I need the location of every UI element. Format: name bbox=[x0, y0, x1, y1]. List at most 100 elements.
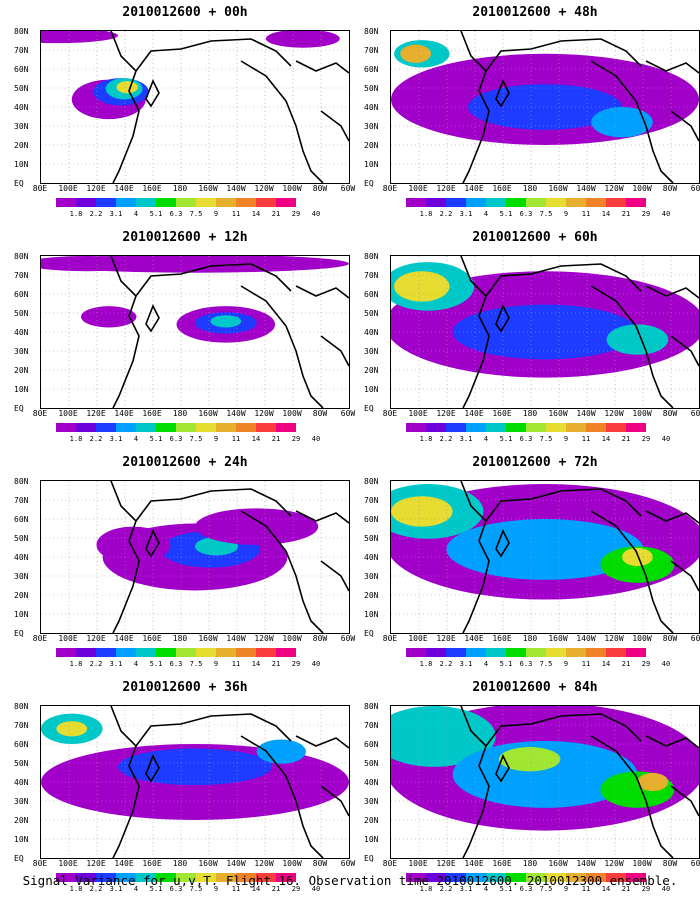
y-tick-label: EQ bbox=[364, 629, 374, 638]
colorbar-tick-label: 21 bbox=[271, 210, 281, 218]
x-tick-label: 180 bbox=[522, 184, 538, 193]
colorbar-swatch bbox=[486, 423, 506, 432]
coastline bbox=[460, 31, 490, 183]
y-tick-label: 40N bbox=[14, 103, 29, 112]
colorbar-tick-label: 40 bbox=[661, 660, 671, 668]
colorbar-swatch bbox=[236, 423, 256, 432]
colorbar-tick-label: 5.1 bbox=[499, 435, 513, 443]
x-tick-label: 60W bbox=[690, 634, 700, 643]
x-tick-label: 80W bbox=[662, 634, 678, 643]
x-tick-label: 180 bbox=[522, 409, 538, 418]
colorbar-tick-label: 3.1 bbox=[459, 885, 473, 893]
map-plot-area bbox=[40, 255, 350, 409]
colorbar-tick-label: 29 bbox=[641, 435, 651, 443]
colorbar-tick-label: 1.8 bbox=[69, 885, 83, 893]
colorbar-labels: 1.8 2.2 3.1 4 5.1 6.3 7.5 9 11 14 21 29 40 bbox=[56, 885, 321, 895]
coastline bbox=[295, 285, 349, 299]
variance-contour bbox=[265, 31, 340, 48]
panel-title: 2010012600 + 72h bbox=[472, 455, 598, 470]
x-tick-label: 120E bbox=[86, 409, 106, 418]
colorbar-swatch bbox=[646, 198, 666, 207]
x-tick-label: 100E bbox=[408, 184, 428, 193]
colorbar-tick-label: 3.1 bbox=[109, 210, 123, 218]
colorbar-swatch bbox=[606, 873, 626, 882]
colorbar bbox=[56, 648, 316, 657]
colorbar-tick-label: 2.2 bbox=[89, 435, 103, 443]
coastline bbox=[495, 754, 510, 783]
colorbar-tick-label: 40 bbox=[311, 660, 321, 668]
colorbar-tick-label: 3.1 bbox=[109, 435, 123, 443]
colorbar bbox=[406, 198, 666, 207]
colorbar-tick-label: 14 bbox=[601, 885, 611, 893]
colorbar-labels: 1.8 2.2 3.1 4 5.1 6.3 7.5 9 11 14 21 29 40 bbox=[406, 885, 671, 895]
variance-contour bbox=[96, 526, 171, 564]
x-tick-label: 140W bbox=[226, 184, 246, 193]
colorbar-tick-label: 14 bbox=[601, 435, 611, 443]
variance-contour bbox=[256, 739, 306, 764]
coastline bbox=[110, 256, 140, 408]
colorbar-labels: 1.8 2.2 3.1 4 5.1 6.3 7.5 9 11 14 21 29 40 bbox=[56, 210, 321, 220]
colorbar-tick-label: 6.3 bbox=[519, 885, 533, 893]
y-tick-label: EQ bbox=[14, 854, 24, 863]
colorbar bbox=[406, 873, 666, 882]
colorbar-swatch bbox=[196, 648, 216, 657]
colorbar-tick-label: 11 bbox=[231, 885, 241, 893]
x-tick-label: 120W bbox=[604, 409, 624, 418]
colorbar-tick-label: 14 bbox=[251, 210, 261, 218]
y-tick-label: 50N bbox=[364, 84, 379, 93]
colorbar bbox=[56, 198, 316, 207]
panel-title: 2010012600 + 00h bbox=[122, 5, 248, 20]
colorbar-swatch bbox=[136, 423, 156, 432]
x-tick-label: 140W bbox=[576, 409, 596, 418]
coastline bbox=[320, 335, 349, 367]
colorbar-tick-label: 1.8 bbox=[419, 660, 433, 668]
colorbar-swatch bbox=[466, 648, 486, 657]
x-tick-label: 160W bbox=[198, 409, 218, 418]
variance-contour bbox=[391, 496, 453, 527]
x-tick-label: 100W bbox=[632, 184, 652, 193]
colorbar-swatch bbox=[406, 423, 426, 432]
colorbar-tick-label: 14 bbox=[251, 435, 261, 443]
y-tick-label: EQ bbox=[364, 854, 374, 863]
colorbar-swatch bbox=[156, 423, 176, 432]
colorbar-tick-label: 5.1 bbox=[499, 885, 513, 893]
colorbar-tick-label: 9 bbox=[563, 210, 569, 218]
map-plot-area bbox=[40, 30, 350, 184]
colorbar-tick-label: 7.5 bbox=[539, 885, 553, 893]
colorbar-swatch bbox=[626, 423, 646, 432]
x-tick-label: 120E bbox=[86, 859, 106, 868]
colorbar-tick-label: 7.5 bbox=[539, 435, 553, 443]
x-tick-label: 180 bbox=[172, 409, 188, 418]
colorbar-tick-label: 7.5 bbox=[539, 210, 553, 218]
y-tick-label: 30N bbox=[14, 347, 29, 356]
coastline bbox=[645, 60, 699, 74]
colorbar-swatch bbox=[256, 198, 276, 207]
colorbar-tick-label: 6.3 bbox=[519, 210, 533, 218]
x-tick-label: 160E bbox=[492, 859, 512, 868]
x-tick-label: 160E bbox=[142, 184, 162, 193]
x-tick-label: 80E bbox=[32, 634, 48, 643]
y-tick-label: 40N bbox=[364, 103, 379, 112]
x-tick-label: 80W bbox=[312, 634, 328, 643]
heatmap-svg bbox=[391, 481, 699, 633]
coastline bbox=[110, 481, 140, 633]
y-tick-label: 60N bbox=[14, 515, 29, 524]
y-tick-label: 80N bbox=[14, 477, 29, 486]
y-tick-label: 40N bbox=[364, 778, 379, 787]
x-tick-label: 100E bbox=[58, 859, 78, 868]
y-tick-label: EQ bbox=[364, 179, 374, 188]
heatmap-svg bbox=[391, 31, 699, 183]
colorbar-swatch bbox=[566, 423, 586, 432]
colorbar-swatch bbox=[466, 423, 486, 432]
colorbar-tick-label: 5.1 bbox=[149, 210, 163, 218]
y-tick-label: EQ bbox=[14, 404, 24, 413]
variance-contour bbox=[446, 519, 644, 580]
coastline bbox=[460, 706, 490, 858]
x-tick-label: 80W bbox=[312, 184, 328, 193]
y-tick-label: 20N bbox=[14, 816, 29, 825]
colorbar-tick-label: 29 bbox=[641, 210, 651, 218]
panel-title: 2010012600 + 12h bbox=[122, 230, 248, 245]
y-tick-label: 60N bbox=[364, 740, 379, 749]
y-tick-label: 80N bbox=[364, 27, 379, 36]
x-tick-label: 100E bbox=[58, 409, 78, 418]
